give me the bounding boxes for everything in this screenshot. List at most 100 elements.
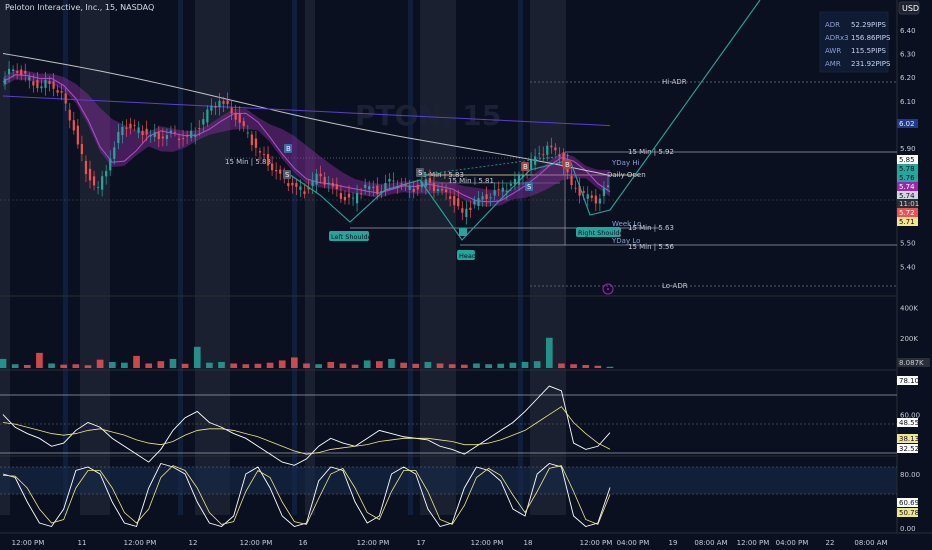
volume-bar[interactable] <box>376 361 383 368</box>
candle-body[interactable] <box>517 175 521 185</box>
candle-body[interactable] <box>12 69 15 71</box>
volume-bar[interactable] <box>157 361 165 368</box>
candle-body[interactable] <box>493 190 496 196</box>
right-shoulder-pill[interactable] <box>576 227 621 237</box>
candle-body[interactable] <box>96 187 100 189</box>
candle-body[interactable] <box>125 127 128 129</box>
candle-body[interactable] <box>521 175 525 177</box>
candle-body[interactable] <box>186 135 189 137</box>
head-pill[interactable] <box>457 250 475 260</box>
candle-body[interactable] <box>169 130 173 134</box>
volume-bar[interactable] <box>436 363 444 368</box>
volume-bar[interactable] <box>582 364 590 368</box>
candle-body[interactable] <box>457 198 460 207</box>
candle-body[interactable] <box>198 128 201 129</box>
candle-body[interactable] <box>206 109 209 123</box>
candle-body[interactable] <box>218 100 221 108</box>
volume-bar[interactable] <box>509 362 517 368</box>
volume-bar[interactable] <box>145 363 153 368</box>
candle-body[interactable] <box>360 193 363 195</box>
candle-body[interactable] <box>319 173 322 177</box>
marker-s[interactable] <box>416 168 424 177</box>
candle-body[interactable] <box>594 195 597 204</box>
candle-body[interactable] <box>40 86 43 89</box>
candle-body[interactable] <box>56 90 59 93</box>
candle-body[interactable] <box>48 81 51 84</box>
candle-body[interactable] <box>449 196 452 199</box>
candle-body[interactable] <box>44 79 47 88</box>
candle-body[interactable] <box>165 135 168 139</box>
candle-body[interactable] <box>469 207 472 210</box>
candle-body[interactable] <box>291 182 294 186</box>
candle-body[interactable] <box>32 81 35 86</box>
target-circle-icon[interactable] <box>602 283 614 295</box>
candle-body[interactable] <box>271 163 274 171</box>
candle-body[interactable] <box>380 191 383 193</box>
candle-body[interactable] <box>473 200 476 205</box>
volume-bar[interactable] <box>473 363 480 368</box>
candle-body[interactable] <box>453 196 456 206</box>
candle-body[interactable] <box>202 119 205 125</box>
candle-body[interactable] <box>343 197 347 201</box>
candle-body[interactable] <box>416 184 419 190</box>
candle-body[interactable] <box>558 154 561 157</box>
candle-body[interactable] <box>246 132 249 134</box>
candle-body[interactable] <box>436 188 440 192</box>
candle-body[interactable] <box>222 101 225 104</box>
candle-body[interactable] <box>190 130 193 138</box>
candle-body[interactable] <box>368 186 371 190</box>
candle-body[interactable] <box>275 170 278 172</box>
candle-body[interactable] <box>7 68 11 75</box>
candle-body[interactable] <box>60 91 63 93</box>
candle-body[interactable] <box>396 186 399 188</box>
volume-bar[interactable] <box>108 361 116 368</box>
candle-body[interactable] <box>388 179 391 182</box>
candle-body[interactable] <box>331 182 334 187</box>
candle-body[interactable] <box>266 154 270 166</box>
candle-body[interactable] <box>542 154 545 156</box>
volume-bar[interactable] <box>11 364 19 368</box>
candle-body[interactable] <box>307 187 310 190</box>
volume-bar[interactable] <box>363 360 371 368</box>
candle-body[interactable] <box>113 147 116 159</box>
candle-body[interactable] <box>445 189 448 193</box>
candle-body[interactable] <box>145 128 148 135</box>
candle-body[interactable] <box>52 81 55 89</box>
candle-body[interactable] <box>238 113 241 123</box>
candle-body[interactable] <box>72 120 75 131</box>
candle-body[interactable] <box>364 184 367 188</box>
candle-body[interactable] <box>461 208 464 213</box>
volume-bar[interactable] <box>594 365 602 368</box>
volume-bar[interactable] <box>339 363 347 368</box>
candle-body[interactable] <box>36 79 39 89</box>
candle-body[interactable] <box>92 176 96 186</box>
candle-body[interactable] <box>258 151 262 153</box>
candle-body[interactable] <box>24 70 27 74</box>
candle-body[interactable] <box>408 185 411 190</box>
volume-bar[interactable] <box>48 363 55 368</box>
candle-body[interactable] <box>68 109 71 121</box>
volume-bar[interactable] <box>121 362 128 368</box>
candle-body[interactable] <box>477 198 480 207</box>
candle-body[interactable] <box>88 168 92 181</box>
candle-body[interactable] <box>101 176 104 190</box>
time-axis[interactable]: 12:00 PM 11 12:00 PM 12 12:00 PM 16 12:00 PM 17… <box>12 539 888 547</box>
candle-body[interactable] <box>149 135 152 137</box>
volume-bar[interactable] <box>133 355 140 368</box>
candle-body[interactable] <box>578 185 581 196</box>
candle-body[interactable] <box>432 183 436 192</box>
candle-body[interactable] <box>428 177 432 183</box>
candle-body[interactable] <box>497 188 500 190</box>
volume-bar[interactable] <box>412 363 420 368</box>
candle-body[interactable] <box>562 152 565 168</box>
candle-body[interactable] <box>505 191 508 193</box>
volume-bar[interactable] <box>278 360 286 368</box>
candle-body[interactable] <box>210 105 213 111</box>
candle-body[interactable] <box>323 176 326 185</box>
volume-bar[interactable] <box>72 364 80 368</box>
volume-bar[interactable] <box>351 364 359 368</box>
candle-body[interactable] <box>157 132 160 140</box>
candle-body[interactable] <box>465 208 468 217</box>
volume-bar[interactable] <box>60 364 68 368</box>
candle-body[interactable] <box>392 180 395 182</box>
